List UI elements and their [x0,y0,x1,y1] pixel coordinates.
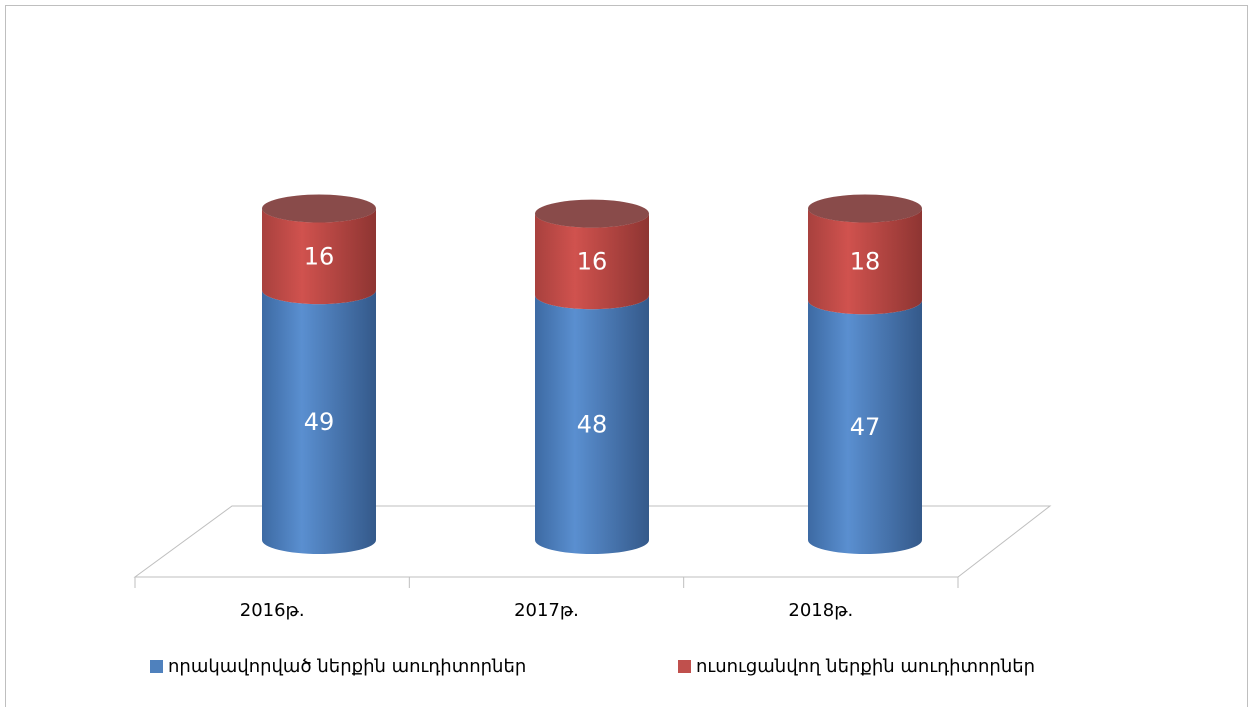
cylinder-segment [535,213,649,310]
cylinder-segment [262,208,376,305]
cylinder-top [262,194,376,223]
data-label: 48 [577,411,608,439]
cylinder-top-shade [535,199,649,228]
data-label: 16 [304,242,335,270]
data-label: 18 [850,247,881,275]
data-label: 49 [304,408,335,436]
x-tick-label: 2017թ. [514,600,579,621]
legend-swatch [150,660,163,673]
cylinder-segment [808,300,922,554]
x-tick-label: 2018թ. [788,600,853,621]
cylinder-segment [262,290,376,554]
x-tick-label: 2016թ. [240,600,305,621]
data-label: 16 [577,247,608,275]
cylinder-top [535,199,649,228]
chart-border [5,5,1248,707]
cylinder-top-shade [262,194,376,223]
data-label: 47 [850,413,881,441]
cylinder-segment [535,295,649,554]
cylinder-segment [808,208,922,315]
legend-label: որակավորված ներքին աուդիտորներ [168,656,526,677]
cylinder-top [808,194,922,223]
cylinder-top-shade [808,194,922,223]
legend-label: ուսուցանվող ներքին աուդիտորներ [696,656,1035,677]
legend-swatch [678,660,691,673]
